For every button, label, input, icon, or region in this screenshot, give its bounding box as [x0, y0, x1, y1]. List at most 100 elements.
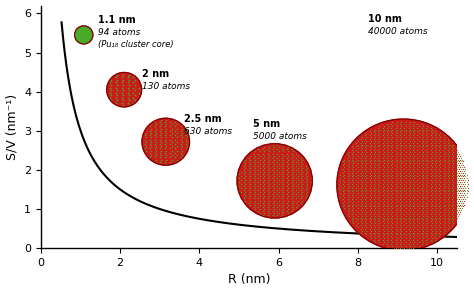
Point: [238, 192, 246, 197]
Point: [345, 199, 353, 203]
Point: [414, 230, 421, 235]
Point: [421, 213, 429, 218]
Point: [303, 186, 311, 191]
Point: [371, 187, 379, 192]
Circle shape: [74, 26, 93, 44]
Point: [433, 159, 441, 164]
Point: [356, 217, 364, 222]
Point: [301, 174, 309, 178]
Point: [367, 157, 374, 162]
Point: [415, 124, 422, 128]
Point: [420, 189, 428, 194]
Point: [284, 161, 292, 166]
Point: [399, 234, 406, 239]
Point: [410, 125, 417, 130]
Point: [121, 75, 128, 80]
Point: [407, 163, 415, 168]
Point: [353, 208, 360, 213]
Point: [303, 194, 311, 199]
Point: [434, 150, 442, 154]
Point: [448, 211, 456, 216]
Point: [266, 208, 274, 213]
Point: [390, 208, 397, 213]
Point: [392, 200, 400, 205]
Point: [433, 140, 441, 145]
Point: [295, 168, 302, 172]
Point: [414, 241, 421, 246]
Point: [148, 137, 156, 142]
Point: [401, 204, 408, 209]
Point: [368, 170, 375, 175]
Point: [156, 137, 164, 142]
Point: [425, 170, 432, 175]
Point: [378, 210, 385, 214]
Point: [245, 164, 253, 168]
Point: [163, 135, 170, 140]
Point: [401, 182, 408, 186]
Point: [384, 199, 392, 203]
Point: [390, 223, 397, 227]
Point: [360, 191, 368, 196]
Point: [393, 236, 401, 241]
Point: [374, 200, 382, 205]
Point: [159, 159, 166, 164]
Point: [433, 167, 441, 171]
Point: [408, 195, 416, 199]
Point: [273, 149, 280, 154]
Point: [403, 152, 410, 156]
Point: [407, 159, 415, 164]
Point: [342, 182, 349, 186]
Point: [366, 155, 374, 160]
Point: [143, 142, 151, 146]
Point: [453, 178, 461, 182]
Point: [359, 178, 367, 182]
Point: [299, 161, 306, 166]
Point: [443, 142, 451, 147]
Point: [382, 161, 390, 166]
Point: [431, 219, 439, 224]
Point: [276, 164, 283, 168]
Point: [439, 210, 447, 214]
Point: [375, 240, 383, 244]
Point: [411, 227, 419, 231]
Point: [451, 208, 458, 213]
Point: [450, 176, 457, 181]
Point: [342, 178, 349, 182]
Point: [396, 241, 404, 246]
Point: [178, 148, 186, 153]
Point: [375, 228, 383, 233]
Point: [363, 217, 370, 222]
Point: [369, 172, 377, 177]
Point: [452, 176, 459, 181]
Point: [404, 210, 411, 214]
Point: [380, 154, 388, 158]
Point: [379, 174, 386, 179]
Point: [155, 144, 163, 149]
Point: [302, 188, 310, 193]
Point: [401, 178, 408, 182]
Point: [283, 151, 291, 156]
Point: [353, 204, 360, 209]
Point: [403, 230, 410, 235]
Point: [348, 152, 356, 156]
Point: [366, 182, 374, 186]
Point: [378, 232, 385, 237]
Point: [444, 140, 452, 145]
Point: [363, 131, 370, 136]
Point: [452, 183, 459, 188]
Point: [445, 210, 453, 214]
Point: [457, 178, 465, 182]
Point: [266, 196, 274, 201]
Point: [295, 164, 302, 168]
Point: [431, 163, 439, 168]
Point: [456, 210, 464, 214]
Point: [350, 148, 358, 152]
Point: [443, 176, 451, 181]
Point: [271, 200, 279, 205]
Point: [359, 189, 367, 194]
Point: [405, 155, 412, 160]
Point: [423, 187, 431, 192]
Point: [459, 174, 467, 179]
Point: [358, 191, 366, 196]
Point: [410, 142, 418, 147]
